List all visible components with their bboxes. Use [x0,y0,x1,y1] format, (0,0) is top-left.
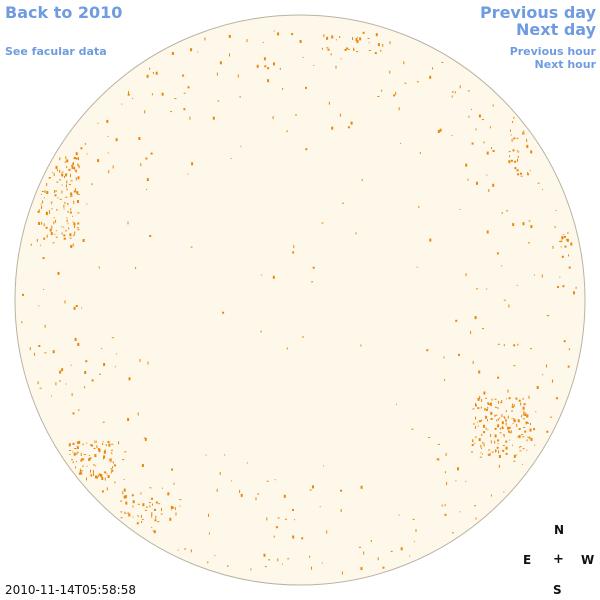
compass-west: W [581,553,595,567]
compass-south: S [553,583,562,597]
previous-day-link[interactable]: Previous day [479,3,596,22]
compass-east: E [523,553,532,567]
magnetic-feature-spots [21,30,577,575]
next-hour-link[interactable]: Next hour [534,58,597,71]
compass-north: N [554,523,565,537]
compass-center: + [553,552,564,567]
back-to-year-link[interactable]: Back to 2010 [5,3,123,22]
solar-disk [14,14,586,586]
observation-timestamp: 2010-11-14T05:58:58 [5,583,136,597]
previous-hour-link[interactable]: Previous hour [509,45,596,58]
next-day-link[interactable]: Next day [516,20,596,39]
see-facular-data-link[interactable]: See facular data [5,45,107,58]
